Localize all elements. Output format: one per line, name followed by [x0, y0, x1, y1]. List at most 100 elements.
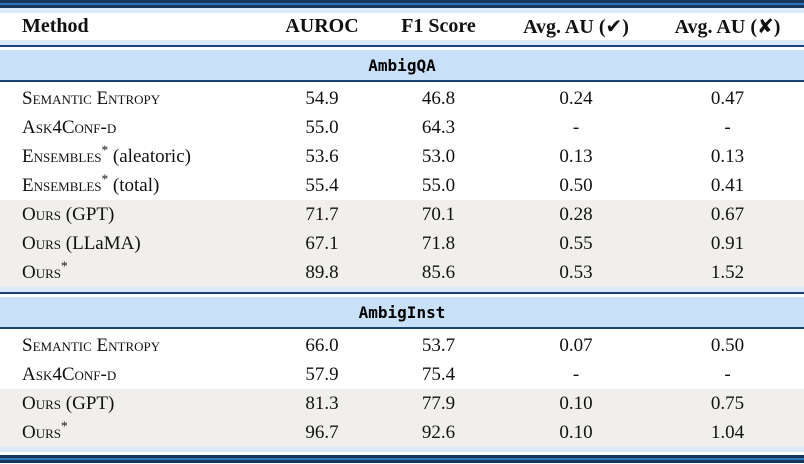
au-cross-cell: 1.52 [710, 261, 745, 283]
au-cross-cell: 0.67 [710, 203, 745, 225]
method-cell: Ours* [0, 259, 268, 284]
au-cross-cell: 0.91 [710, 232, 745, 254]
method-name: Ensembles [22, 174, 102, 196]
table-row: Ask4Conf-d 57.9 75.4 - - [0, 360, 804, 389]
method-name: Ours [22, 421, 62, 443]
method-name: Ours [22, 232, 62, 254]
f1-cell: 85.6 [421, 261, 456, 283]
section-header-ambiginst: AmbigInst [0, 297, 804, 327]
au-check-cell: 0.13 [559, 145, 593, 167]
f1-cell: 77.9 [421, 392, 456, 414]
au-cross-cell: 0.41 [710, 174, 745, 196]
table-row-highlighted: Ours (GPT) 71.7 70.1 0.28 0.67 [0, 200, 804, 229]
au-cross-cell: 0.13 [710, 145, 745, 167]
decor-strip [0, 447, 804, 452]
au-cross-cell: - [724, 116, 731, 138]
auroc-cell: 53.6 [305, 145, 339, 167]
auroc-cell: 55.0 [305, 116, 339, 138]
auroc-cell: 55.4 [305, 174, 339, 196]
column-header-f1: F1 Score [401, 15, 476, 37]
f1-cell: 46.8 [421, 87, 456, 109]
spacer [0, 47, 804, 50]
auroc-cell: 81.3 [305, 392, 339, 414]
f1-cell: 92.6 [421, 421, 456, 443]
spacer [0, 82, 804, 84]
method-cell: Ensembles* (total) [0, 172, 268, 197]
top-rule-navy-2 [0, 5, 804, 8]
table-row: Ensembles* (aleatoric) 53.6 53.0 0.13 0.… [0, 142, 804, 171]
f1-cell: 64.3 [421, 116, 456, 138]
table-row: Semantic Entropy 66.0 53.7 0.07 0.50 [0, 331, 804, 360]
f1-cell: 55.0 [421, 174, 456, 196]
au-check-cell: 0.55 [559, 232, 593, 254]
method-cell: Ours (GPT) [0, 204, 268, 226]
method-cell: Ours* [0, 419, 268, 444]
method-cell: Semantic Entropy [0, 88, 268, 110]
table-row-highlighted: Ours (LLaMA) 67.1 71.8 0.55 0.91 [0, 229, 804, 258]
au-check-cell: 0.24 [559, 87, 593, 109]
au-cross-cell: 1.04 [710, 421, 745, 443]
section-rule [0, 292, 804, 294]
spacer [0, 294, 804, 297]
top-rule-navy-1 [0, 0, 804, 3]
spacer [0, 329, 804, 331]
au-check-cell: - [572, 116, 580, 138]
method-cell: Semantic Entropy [0, 335, 268, 357]
column-header-au-cross: Avg. AU (✘) [674, 16, 781, 38]
f1-cell: 70.1 [421, 203, 456, 225]
table-row-highlighted: Ours* 89.8 85.6 0.53 1.52 [0, 258, 804, 287]
decor-strip [0, 8, 804, 13]
auroc-cell: 54.9 [305, 87, 339, 109]
spacer [0, 452, 804, 455]
method-name: Ours [22, 392, 62, 414]
auroc-cell: 89.8 [305, 261, 339, 283]
f1-cell: 75.4 [421, 363, 456, 385]
au-check-cell: - [572, 363, 580, 385]
au-check-cell: 0.50 [559, 174, 593, 196]
method-cell: Ours (LLaMA) [0, 233, 268, 255]
table-row: Semantic Entropy 54.9 46.8 0.24 0.47 [0, 84, 804, 113]
decor-strip [0, 287, 804, 292]
section-rule [0, 80, 804, 82]
method-cell: Ensembles* (aleatoric) [0, 143, 268, 168]
au-check-cell: 0.07 [559, 334, 593, 356]
method-sup: * [101, 142, 109, 158]
method-sup: * [61, 258, 68, 274]
au-cross-cell: 0.50 [710, 334, 745, 356]
method-name: Semantic Entropy [22, 334, 161, 356]
section-title: AmbigInst [358, 302, 446, 322]
method-name: Ours [22, 203, 62, 225]
method-cell: Ask4Conf-d [0, 364, 268, 386]
method-cell: Ours (GPT) [0, 393, 268, 415]
bottom-rule [0, 455, 804, 463]
au-check-cell: 0.10 [559, 421, 593, 443]
section-title: AmbigQA [368, 55, 436, 75]
method-name: Ask4Conf-d [22, 116, 117, 138]
au-check-cell: 0.28 [559, 203, 593, 225]
f1-cell: 71.8 [421, 232, 456, 254]
auroc-cell: 57.9 [305, 363, 339, 385]
method-name: Ask4Conf-d [22, 363, 117, 385]
method-name: Semantic Entropy [22, 87, 161, 109]
table-row-highlighted: Ours (GPT) 81.3 77.9 0.10 0.75 [0, 389, 804, 418]
method-cell: Ask4Conf-d [0, 117, 268, 139]
table-row: Ensembles* (total) 55.4 55.0 0.50 0.41 [0, 171, 804, 200]
bottom-rule-blue [0, 458, 804, 460]
method-note: (aleatoric) [108, 145, 191, 167]
section-rule [0, 327, 804, 329]
au-cross-cell: - [724, 363, 731, 385]
au-cross-cell: 0.75 [710, 392, 745, 414]
column-header-auroc: AUROC [285, 15, 359, 37]
top-rule-blue [0, 3, 804, 5]
method-sup: * [61, 418, 68, 434]
au-check-cell: 0.53 [559, 261, 593, 283]
top-rule [0, 0, 804, 8]
method-note: (LLaMA) [61, 232, 141, 254]
au-cross-cell: 0.47 [710, 87, 745, 109]
section-header-ambigqa: AmbigQA [0, 50, 804, 80]
method-note: (GPT) [61, 203, 115, 225]
column-header-method: Method [22, 15, 89, 37]
au-check-cell: 0.10 [559, 392, 593, 414]
header-midrule [0, 45, 804, 47]
